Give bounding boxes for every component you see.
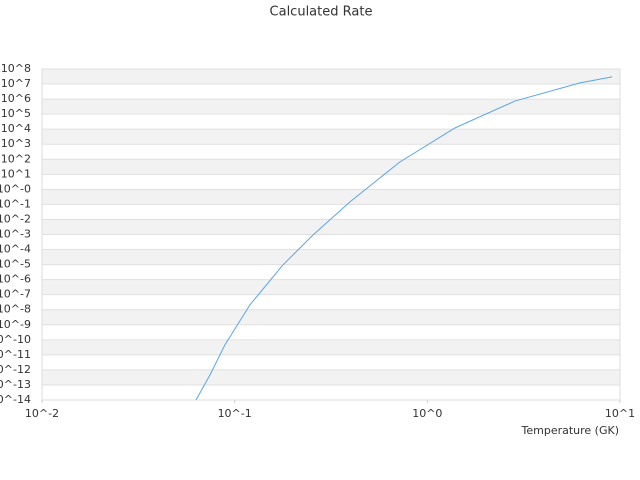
grid-band [42,339,620,355]
y-tick-label: 10^-11 [0,348,31,361]
grid-band [42,309,620,325]
y-tick-label: 10^-12 [0,363,31,376]
y-tick-label: 10^-14 [0,393,31,406]
y-tick-label: 10^-5 [0,258,31,271]
y-tick-label: 10^7 [1,77,31,90]
plot-background [42,68,620,401]
y-tick-label: 10^5 [1,107,31,120]
y-tick-label: 10^3 [1,137,31,150]
y-tick-label: 10^-13 [0,378,31,391]
y-tick-label: 10^-9 [0,318,31,331]
y-tick-label: 10^4 [1,122,31,135]
y-tick-label: 10^-6 [0,273,31,286]
y-tick-label: 10^1 [1,167,31,180]
y-tick-label: 10^2 [1,152,31,165]
y-tick-label: 10^-7 [0,288,31,301]
x-axis-label: Temperature (GK) [521,424,620,437]
y-tick-label: 10^-8 [0,303,31,316]
grid-band [42,99,620,115]
grid-band [42,369,620,385]
grid-band [42,279,620,295]
x-tick-label: 10^0 [412,407,442,420]
grid-band [42,159,620,175]
grid-band [42,129,620,145]
grid-band [42,189,620,205]
y-tick-label: 10^-3 [0,228,31,241]
y-tick-label: 10^6 [1,92,31,105]
y-tick-label: 10^8 [1,62,31,75]
y-tick-label: 10^-0 [0,182,31,195]
plot-border [41,68,621,401]
grid-band [42,69,620,85]
y-tick-label: 10^-2 [0,212,31,225]
grid-band [42,249,620,265]
x-tick-label: 10^1 [605,407,635,420]
data-line [195,76,613,401]
x-tick-label: 10^-2 [25,407,59,420]
y-tick-label: 10^-4 [0,243,31,256]
y-tick-label: 10^-10 [0,333,31,346]
y-tick-label: 10^-1 [0,197,31,210]
grid-band [42,219,620,235]
chart-title: Calculated Rate [270,5,373,20]
x-tick-label: 10^-1 [218,407,252,420]
